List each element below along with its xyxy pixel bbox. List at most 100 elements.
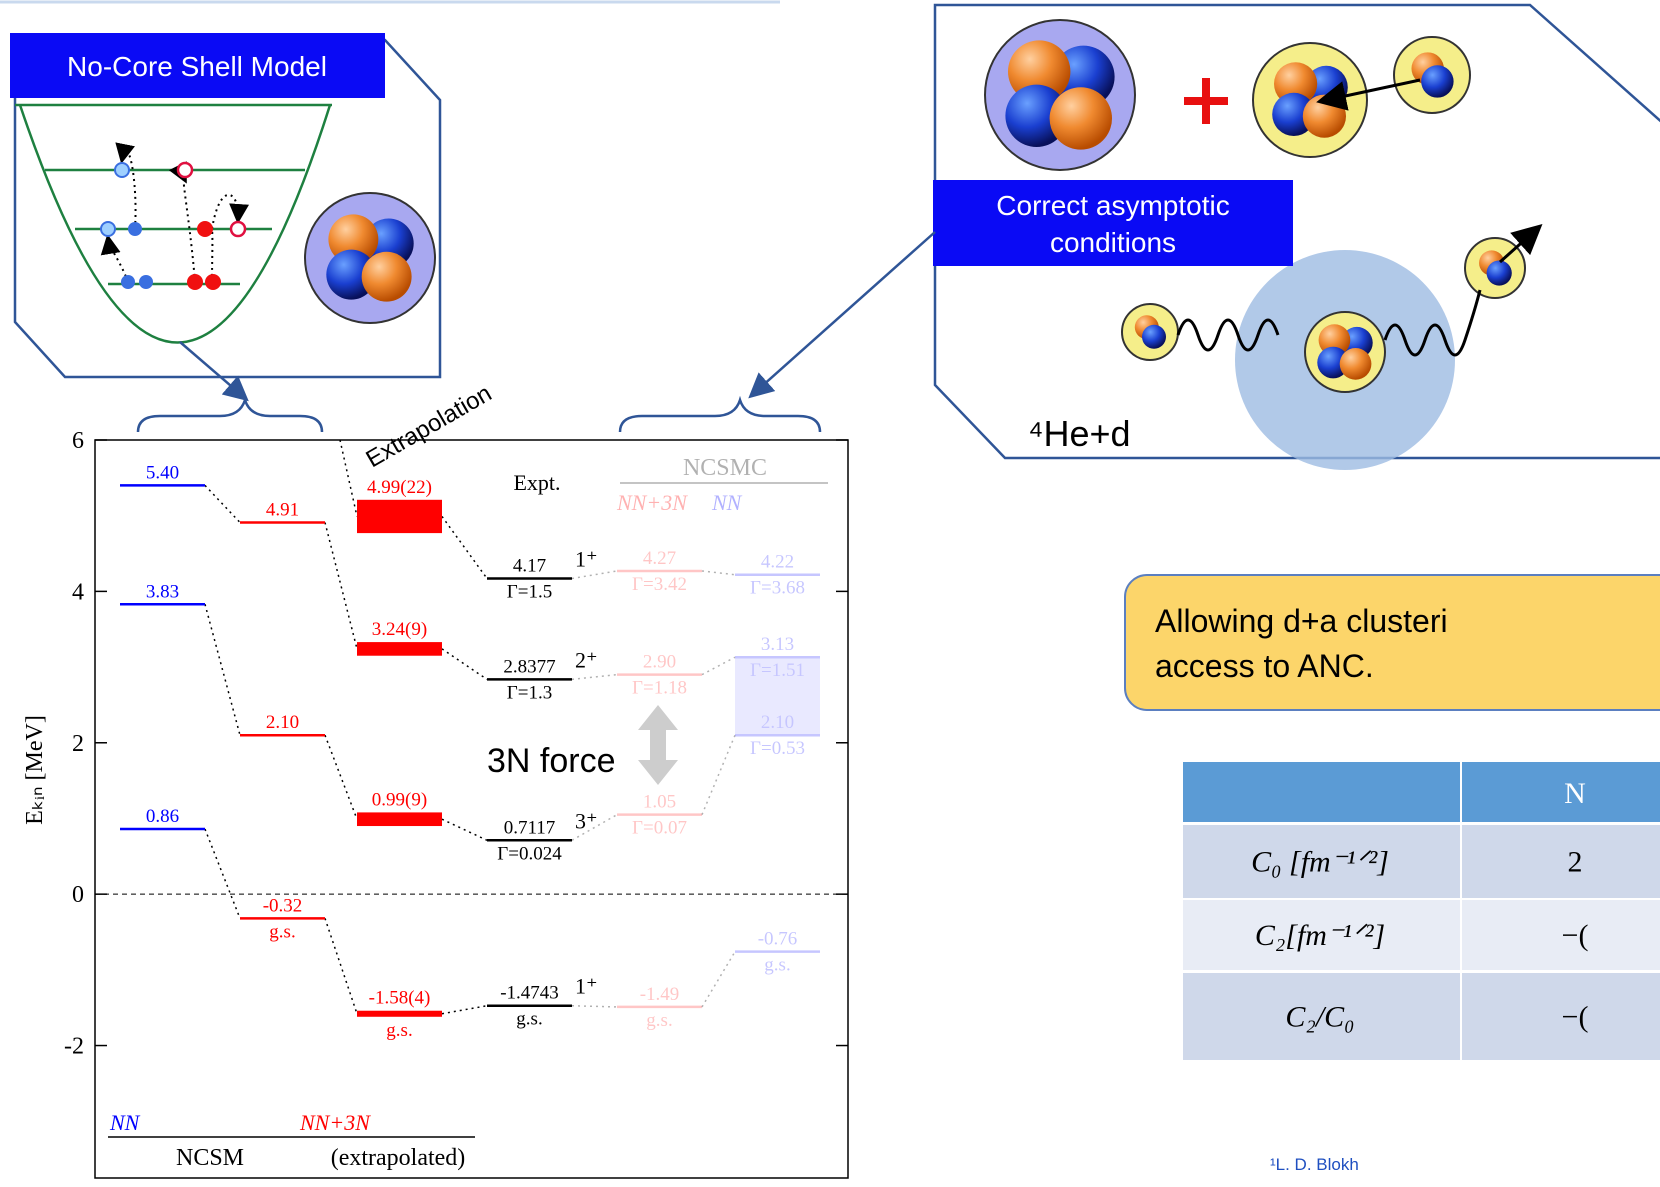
- callout-text: Allowing d+a clusteri: [1155, 603, 1448, 639]
- level-link: [325, 918, 357, 1013]
- sublabel: g.s.: [516, 1009, 542, 1030]
- callout-box: [1125, 575, 1660, 710]
- value-label: -1.58(4): [369, 988, 431, 1009]
- right-panel-title: conditions: [1050, 227, 1176, 258]
- value-label: 4.99(22): [367, 477, 432, 498]
- sublabel: g.s.: [269, 921, 295, 942]
- alpha-cluster: [1272, 62, 1348, 138]
- sublabel: Γ=1.51: [750, 660, 805, 681]
- spin-label: 1⁺: [575, 974, 598, 999]
- series-name: NN: [109, 1110, 141, 1135]
- level-box: [357, 642, 442, 656]
- value-label: 4.27: [643, 548, 676, 569]
- value-label: -1.49: [640, 984, 680, 1005]
- value-label: -1.4743: [500, 983, 559, 1004]
- spin-label: 3⁺: [575, 808, 598, 833]
- value-label: 4.22: [761, 552, 794, 573]
- table-row-label: C₂[fm⁻¹ᐟ²]: [1255, 919, 1385, 952]
- level-box: [357, 500, 442, 533]
- level-link: [442, 649, 487, 679]
- level-link: [572, 571, 617, 579]
- sublabel: g.s.: [386, 1020, 412, 1041]
- level-box: [357, 1011, 442, 1017]
- level-link: [205, 604, 240, 735]
- spin-label: 2⁺: [575, 647, 598, 672]
- sublabel: Γ=3.68: [750, 578, 805, 599]
- level-link: [442, 1006, 487, 1014]
- value-label: -0.32: [263, 895, 303, 916]
- table-value: −(: [1562, 1001, 1589, 1034]
- table-header-cell: [1462, 762, 1660, 822]
- level-link: [340, 440, 357, 516]
- series: 4.17Γ=1.51⁺2.8377Γ=1.32⁺0.7117Γ=0.0243⁺-…: [487, 547, 598, 1030]
- annotation: 3N force: [487, 742, 616, 780]
- sublabel: g.s.: [646, 1010, 672, 1031]
- value-label: 2.90: [643, 652, 676, 673]
- level-link: [325, 523, 357, 649]
- level-link: [325, 735, 357, 819]
- value-label: 2.10: [266, 712, 299, 733]
- value-label: 5.40: [146, 462, 179, 483]
- y-tick-label: -2: [64, 1034, 84, 1060]
- sublabel: Γ=0.07: [632, 818, 687, 839]
- alpha-cluster: [1317, 324, 1372, 379]
- value-label: 0.7117: [504, 817, 556, 838]
- level-link: [702, 735, 735, 814]
- value-label: 0.99(9): [372, 789, 427, 810]
- brace: [620, 400, 820, 432]
- table-value: −(: [1562, 919, 1589, 952]
- y-tick-label: 4: [72, 579, 84, 605]
- series: 5.40 3.83 0.86: [120, 462, 205, 829]
- annotation: Extrapolation: [362, 380, 497, 473]
- plot-frame: [95, 440, 848, 1178]
- value-label: 2.10: [761, 712, 794, 733]
- table-row-label: C₂/C₀: [1285, 1001, 1354, 1034]
- value-label: 2.8377: [503, 656, 555, 677]
- arrow-3n: [638, 705, 678, 785]
- table-header: N: [1564, 777, 1586, 810]
- level-link: [205, 485, 240, 522]
- value-label: 0.86: [146, 806, 179, 827]
- value-label: 3.24(9): [372, 619, 427, 640]
- spin-label: 1⁺: [575, 547, 598, 572]
- level-link: [572, 675, 617, 680]
- table-header-cell: [1183, 762, 1460, 822]
- sublabel: Γ=3.42: [632, 574, 687, 595]
- alpha-cluster: [326, 214, 413, 301]
- sublabel: Γ=0.53: [750, 738, 805, 759]
- page: No-Core Shell Model Correct asymptotic c…: [0, 0, 1660, 1187]
- right-panel-title: Correct asymptotic: [996, 190, 1229, 221]
- sublabel: g.s.: [764, 955, 790, 976]
- y-axis-label: Eₖᵢₙ [MeV]: [22, 715, 48, 825]
- sublabel: Γ=1.3: [507, 682, 552, 703]
- level-link: [702, 657, 735, 674]
- level-box: [357, 812, 442, 826]
- sublabel: Γ=0.024: [497, 843, 562, 864]
- y-tick-label: 2: [72, 731, 84, 757]
- level-link: [702, 952, 735, 1007]
- table-cell: [1462, 825, 1660, 898]
- pointer: [752, 232, 935, 395]
- sublabel: Γ=1.18: [632, 678, 687, 699]
- series-name: NN: [711, 490, 743, 515]
- table-row-label: C₀ [fm⁻¹ᐟ²]: [1251, 846, 1389, 879]
- series-name: NN+3N: [616, 490, 688, 515]
- level-link: [702, 571, 735, 575]
- series: 4.27 Γ=3.42 2.90 Γ=1.18 1.05 Γ=0.07 -1.49 g.s.: [617, 548, 702, 1031]
- brace: [138, 400, 322, 432]
- slide: No-Core Shell Model Correct asymptotic c…: [0, 0, 1660, 1187]
- value-label: 3.13: [761, 634, 794, 655]
- footnote: ¹L. D. Blokh: [1270, 1155, 1359, 1174]
- value-label: 4.91: [266, 500, 299, 521]
- series: 4.22Γ=3.683.13Γ=1.512.10Γ=0.53-0.76g.s.: [735, 552, 820, 976]
- reaction-label: ⁴He+d: [1028, 413, 1131, 454]
- series-name: NN+3N: [299, 1110, 371, 1135]
- y-tick-label: 0: [72, 882, 84, 908]
- group-label: (extrapolated): [331, 1145, 466, 1171]
- table: N C₀ [fm⁻¹ᐟ²]2C₂[fm⁻¹ᐟ²]−(C₂/C₀−(: [1183, 762, 1660, 1060]
- value-label: 1.05: [643, 792, 676, 813]
- left-panel-title: No-Core Shell Model: [67, 51, 327, 82]
- level-link: [442, 516, 487, 578]
- level-link: [205, 829, 240, 918]
- value-label: 3.83: [146, 581, 179, 602]
